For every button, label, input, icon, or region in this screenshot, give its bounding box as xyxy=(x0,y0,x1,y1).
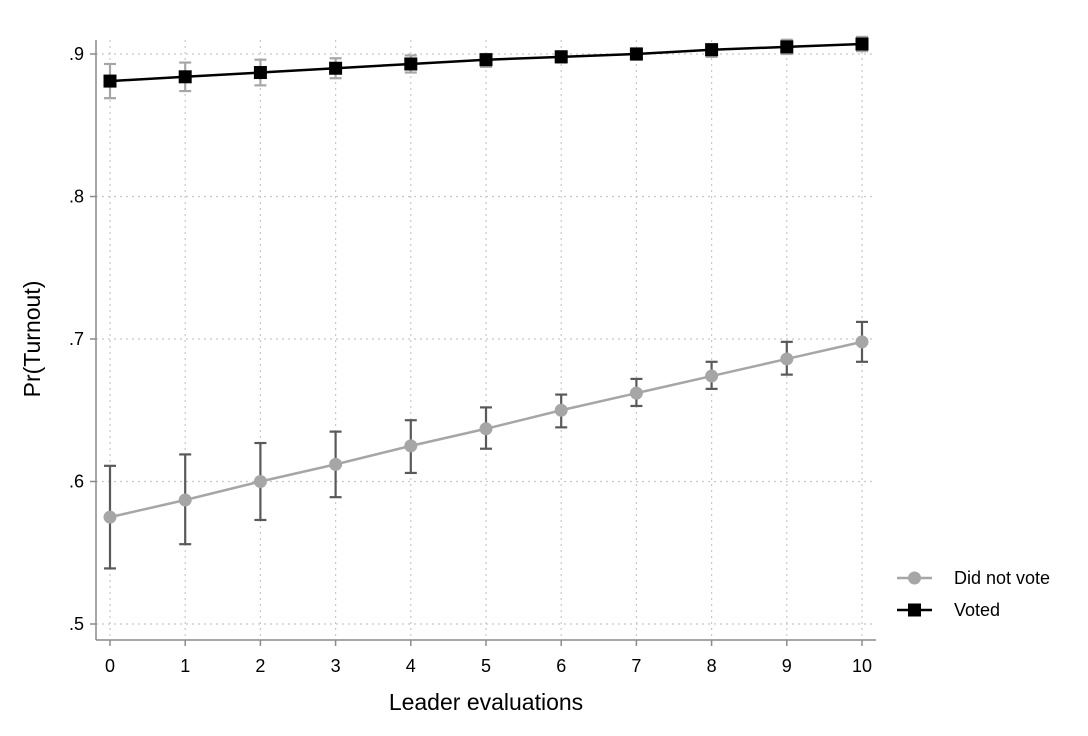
legend: Did not vote Voted xyxy=(897,568,1050,620)
x-tick-label: 3 xyxy=(331,656,341,676)
data-point xyxy=(479,53,493,67)
y-tick-label: .6 xyxy=(69,472,84,492)
data-point xyxy=(554,403,568,417)
x-tick-label: 2 xyxy=(255,656,265,676)
x-tick-label: 1 xyxy=(180,656,190,676)
data-point xyxy=(855,335,869,349)
x-tick-label: 7 xyxy=(631,656,641,676)
legend-item-0: Did not vote xyxy=(897,568,1050,588)
data-point xyxy=(705,369,719,383)
y-tick-label: .5 xyxy=(69,614,84,634)
series-layer xyxy=(103,35,869,570)
data-point xyxy=(404,57,418,71)
legend-marker xyxy=(908,603,921,617)
x-tick-label: 5 xyxy=(481,656,491,676)
x-tick-label: 10 xyxy=(852,656,872,676)
legend-item-1: Voted xyxy=(897,600,1000,620)
series-0 xyxy=(103,320,869,570)
data-point xyxy=(554,50,568,64)
y-axis-title: Pr(Turnout) xyxy=(19,281,45,398)
data-point xyxy=(329,61,343,75)
data-point xyxy=(103,510,117,524)
legend-label: Voted xyxy=(954,600,1000,620)
data-point xyxy=(103,74,117,88)
data-point xyxy=(404,439,418,453)
legend-label: Did not vote xyxy=(954,568,1050,588)
data-point xyxy=(253,475,267,488)
x-axis-title: Leader evaluations xyxy=(389,689,583,715)
data-point xyxy=(780,352,794,366)
data-point xyxy=(855,37,869,51)
y-tick-label: .8 xyxy=(69,187,84,207)
data-point xyxy=(479,422,493,436)
y-tick-label: .7 xyxy=(69,329,84,349)
data-point xyxy=(629,386,643,400)
x-tick-label: 0 xyxy=(105,656,115,676)
data-point xyxy=(253,66,267,80)
x-tick-label: 4 xyxy=(406,656,416,676)
legend-marker xyxy=(908,571,921,585)
grid-layer xyxy=(96,40,876,640)
data-point xyxy=(178,70,192,84)
y-tick-label: .9 xyxy=(69,44,84,64)
x-tick-label: 6 xyxy=(556,656,566,676)
axis-layer: .5 .6 .7 .8 .9 0 1 2 3 4 5 6 7 8 9 10 Leader evaluations… xyxy=(19,40,876,715)
data-point xyxy=(178,493,192,507)
data-point xyxy=(780,40,794,54)
series-1 xyxy=(103,35,869,100)
data-point xyxy=(329,457,343,471)
x-tick-label: 8 xyxy=(707,656,717,676)
data-point xyxy=(705,43,719,57)
data-point xyxy=(629,47,643,61)
x-tick-label: 9 xyxy=(782,656,792,676)
